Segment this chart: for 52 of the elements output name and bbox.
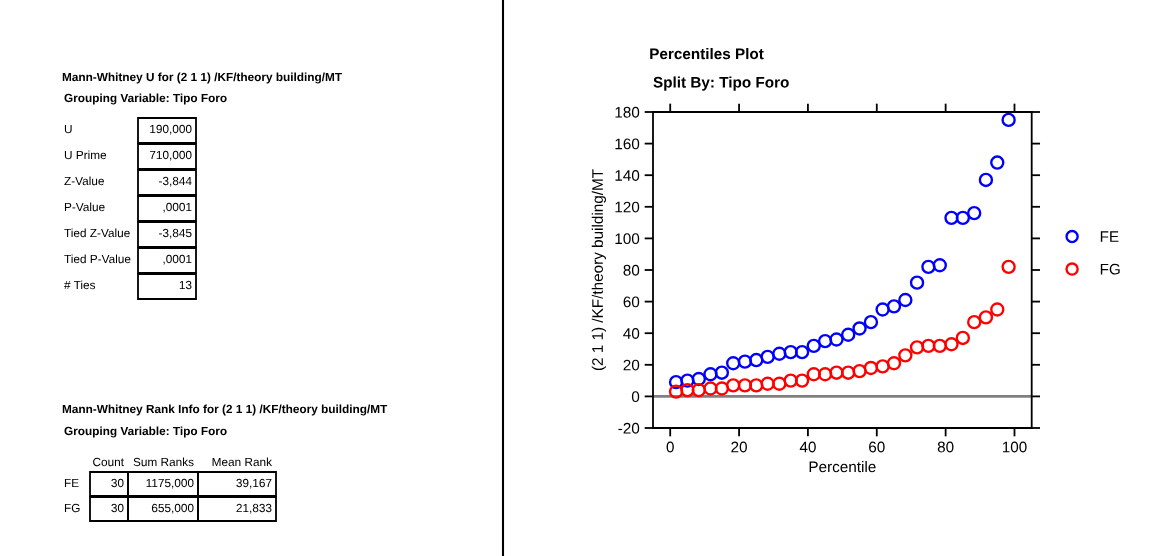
y-tick-label: 180 [615,106,640,118]
text: 30 [111,478,124,488]
x-tick-label: 20 [731,441,747,453]
text: U [64,124,72,134]
x-tick-label: 0 [666,441,674,453]
text: ,0001 [163,202,192,213]
text: FG [64,503,80,513]
text: 710,000 [149,150,192,161]
legend-label: FE [1100,231,1119,242]
text: 39,167 [236,478,272,489]
text: Tied P-Value [64,254,131,264]
y-tick-label: 20 [623,359,640,371]
y-axis-title: (2 1 1) /KF/theory building/MT [591,169,606,371]
y-tick-label: 120 [615,201,640,213]
y-tick-label: 0 [631,391,640,403]
x-axis-title: Percentile [809,460,876,473]
y-tick-label: 140 [615,170,640,181]
text: Mann-Whitney Rank Info for (2 1 1) /KF/theory building/MT [62,404,388,416]
text: 13 [179,280,192,290]
legend-label: FG [1100,263,1120,275]
x-tick-label: 60 [869,441,885,453]
text: Grouping Variable: Tipo Foro [64,93,227,105]
y-tick-label: 60 [623,296,640,308]
text: Mann-Whitney U for (2 1 1) /KF/theory building/MT [62,72,342,84]
y-tick-label: -20 [618,422,640,434]
y-tick-label: 160 [615,138,640,150]
text: 190,000 [150,124,192,135]
y-tick-label: 100 [615,233,640,245]
text: FE [64,478,79,488]
y-tick-label: 80 [623,264,640,276]
text: P-Value [64,202,105,212]
text: Grouping Variable: Tipo Foro [64,426,227,438]
text: 1175,000 [146,478,194,489]
text: # Ties [64,280,96,290]
y-tick-label: 40 [623,328,640,339]
text: Mean Rank [212,457,273,467]
text: -3,844 [159,176,192,187]
text: ,0001 [163,254,192,265]
x-tick-label: 100 [1002,441,1027,453]
x-tick-label: 40 [799,441,816,453]
text: 21,833 [236,503,272,514]
text: 30 [111,503,124,513]
chart-title: Percentiles Plot [650,48,764,60]
x-tick-label: 80 [937,441,954,453]
text: Z-Value [64,176,104,186]
chart-subtitle: Split By: Tipo Foro [653,76,789,91]
text: Count [93,457,124,467]
text: U Prime [64,150,107,160]
text: Sum Ranks [133,457,194,467]
text: 655,000 [151,503,194,514]
text: -3,845 [159,228,192,239]
text: Tied Z-Value [64,228,130,238]
